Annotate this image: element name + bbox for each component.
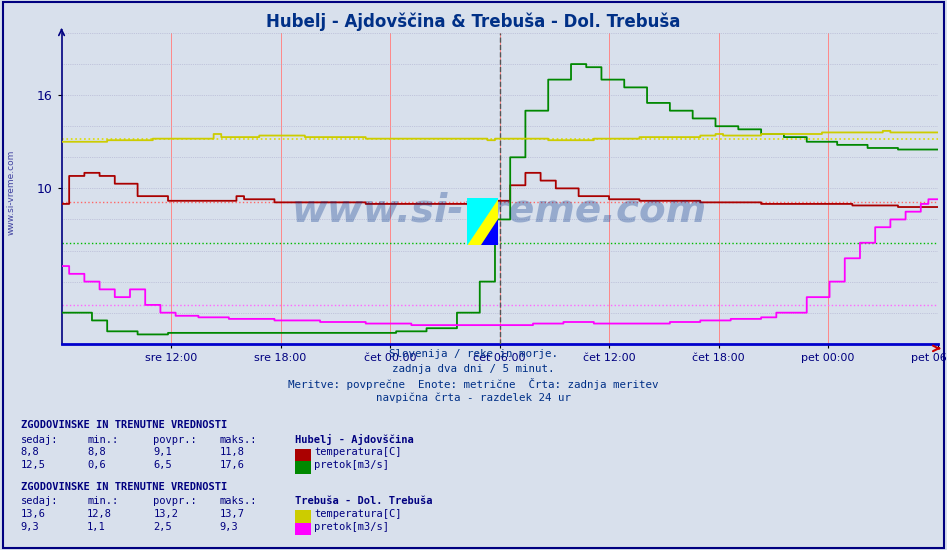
Text: pretok[m3/s]: pretok[m3/s] xyxy=(314,460,389,470)
Text: Hubelj - Ajdovščina: Hubelj - Ajdovščina xyxy=(295,434,414,445)
Text: maks.:: maks.: xyxy=(220,496,258,507)
Text: 13,7: 13,7 xyxy=(220,509,244,519)
Text: povpr.:: povpr.: xyxy=(153,434,197,445)
Text: 11,8: 11,8 xyxy=(220,447,244,458)
Polygon shape xyxy=(481,219,498,245)
Text: 9,1: 9,1 xyxy=(153,447,172,458)
Text: maks.:: maks.: xyxy=(220,434,258,445)
Text: min.:: min.: xyxy=(87,496,118,507)
Text: 13,6: 13,6 xyxy=(21,509,45,519)
Text: Slovenija / reke in morje.: Slovenija / reke in morje. xyxy=(389,349,558,359)
Text: 17,6: 17,6 xyxy=(220,460,244,470)
Text: 0,6: 0,6 xyxy=(87,460,106,470)
Text: 9,3: 9,3 xyxy=(220,521,239,532)
Text: Hubelj - Ajdovščina & Trebuša - Dol. Trebuša: Hubelj - Ajdovščina & Trebuša - Dol. Tre… xyxy=(266,12,681,31)
Text: 6,5: 6,5 xyxy=(153,460,172,470)
Text: Meritve: povprečne  Enote: metrične  Črta: zadnja meritev: Meritve: povprečne Enote: metrične Črta:… xyxy=(288,378,659,390)
Text: zadnja dva dni / 5 minut.: zadnja dva dni / 5 minut. xyxy=(392,364,555,373)
Polygon shape xyxy=(467,198,498,245)
Text: temperatura[C]: temperatura[C] xyxy=(314,447,402,458)
Text: ZGODOVINSKE IN TRENUTNE VREDNOSTI: ZGODOVINSKE IN TRENUTNE VREDNOSTI xyxy=(21,420,227,430)
Text: pretok[m3/s]: pretok[m3/s] xyxy=(314,521,389,532)
Text: 12,5: 12,5 xyxy=(21,460,45,470)
Text: 12,8: 12,8 xyxy=(87,509,112,519)
Text: Trebuša - Dol. Trebuša: Trebuša - Dol. Trebuša xyxy=(295,496,433,507)
Text: povpr.:: povpr.: xyxy=(153,496,197,507)
Text: temperatura[C]: temperatura[C] xyxy=(314,509,402,519)
Text: sedaj:: sedaj: xyxy=(21,496,59,507)
Text: 8,8: 8,8 xyxy=(21,447,40,458)
Text: sedaj:: sedaj: xyxy=(21,434,59,445)
Text: 8,8: 8,8 xyxy=(87,447,106,458)
Text: 2,5: 2,5 xyxy=(153,521,172,532)
Text: www.si-vreme.com: www.si-vreme.com xyxy=(292,191,707,229)
Text: 1,1: 1,1 xyxy=(87,521,106,532)
Text: ZGODOVINSKE IN TRENUTNE VREDNOSTI: ZGODOVINSKE IN TRENUTNE VREDNOSTI xyxy=(21,481,227,492)
Text: www.si-vreme.com: www.si-vreme.com xyxy=(7,150,16,235)
Polygon shape xyxy=(467,198,498,245)
Text: 9,3: 9,3 xyxy=(21,521,40,532)
Text: min.:: min.: xyxy=(87,434,118,445)
Text: navpična črta - razdelek 24 ur: navpična črta - razdelek 24 ur xyxy=(376,392,571,403)
Text: 13,2: 13,2 xyxy=(153,509,178,519)
